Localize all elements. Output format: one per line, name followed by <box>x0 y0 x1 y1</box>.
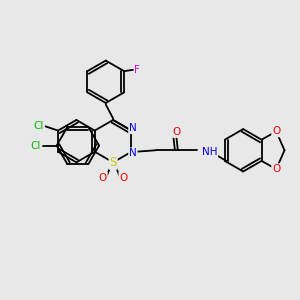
Text: Cl: Cl <box>34 121 44 131</box>
Text: O: O <box>172 127 180 137</box>
Text: O: O <box>99 173 107 183</box>
Text: NH: NH <box>202 147 217 157</box>
Text: Cl: Cl <box>31 141 41 151</box>
Text: O: O <box>119 173 128 183</box>
Text: O: O <box>272 164 281 174</box>
Text: N: N <box>129 123 137 133</box>
Text: F: F <box>134 65 140 75</box>
Text: O: O <box>272 126 281 136</box>
Text: N: N <box>129 148 137 158</box>
Text: S: S <box>110 156 117 169</box>
